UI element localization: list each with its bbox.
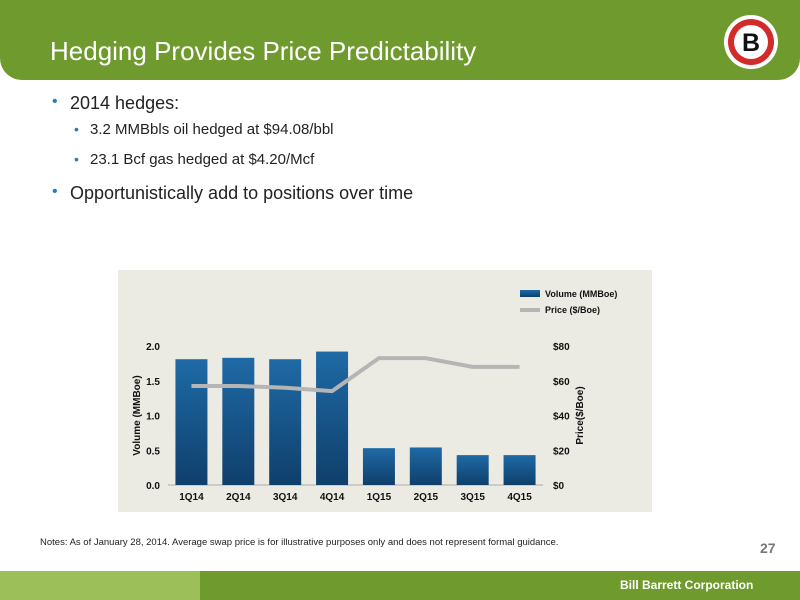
- bullet-text: 2014 hedges:: [70, 93, 180, 113]
- x-tick-label: 2Q14: [226, 492, 251, 503]
- page-number: 27: [760, 540, 776, 556]
- x-tick-label: 4Q14: [320, 492, 345, 503]
- y-tick-label: 2.0: [146, 342, 160, 353]
- x-tick-label: 3Q14: [273, 492, 298, 503]
- y2-tick-label: $20: [553, 446, 570, 457]
- y2-tick-label: $80: [553, 342, 570, 353]
- slide-title: Hedging Provides Price Predictability: [50, 36, 477, 66]
- bullet-add-positions: • Opportunistically add to positions ove…: [52, 183, 414, 204]
- volume-bar: [456, 455, 489, 485]
- legend-price-label: Price ($/Boe): [545, 305, 600, 315]
- bullet-text: 23.1 Bcf gas hedged at $4.20/Mcf: [90, 151, 315, 168]
- footer-band: [200, 571, 800, 600]
- logo-letter: B: [742, 29, 760, 57]
- x-tick-label: 3Q15: [460, 492, 485, 503]
- y2-tick-label: $60: [553, 377, 570, 388]
- bullet-gas-hedge: • 23.1 Bcf gas hedged at $4.20/Mcf: [74, 151, 315, 168]
- company-logo: B: [724, 15, 778, 69]
- price-line: [191, 356, 520, 394]
- bullet-text: 3.2 MMBbls oil hedged at $94.08/bbl: [90, 121, 334, 138]
- y-tick-label: 1.5: [146, 377, 160, 388]
- y-tick-label: 0.0: [146, 481, 160, 492]
- legend-volume-swatch: [520, 290, 540, 297]
- footer-brand: Bill Barrett Corporation: [620, 578, 754, 592]
- footer-accent: [0, 571, 200, 600]
- header-band: Hedging Provides Price Predictability B: [0, 0, 800, 80]
- y2-tick-label: $40: [553, 412, 570, 423]
- volume-bar: [222, 357, 255, 485]
- bullet-oil-hedge: • 3.2 MMBbls oil hedged at $94.08/bbl: [74, 121, 334, 138]
- chart-notes: Notes: As of January 28, 2014. Average s…: [40, 537, 559, 548]
- x-tick-label: 2Q15: [414, 492, 439, 503]
- x-tick-label: 1Q14: [179, 492, 204, 503]
- y2-axis-label: Price($/Boe): [575, 386, 586, 444]
- legend-volume-label: Volume (MMBoe): [545, 289, 617, 299]
- x-tick-label: 4Q15: [507, 492, 532, 503]
- volume-bar: [362, 448, 395, 485]
- chart-panel: 0.0 0.5 1.0 1.5 2.0 $0 $20 $40 $60 $80 Volume (MMB…: [118, 270, 652, 512]
- bullet-marker: •: [52, 93, 58, 110]
- y-axis-label: Volume (MMBoe): [132, 375, 143, 455]
- volume-bar: [316, 351, 349, 485]
- bullet-2014-hedges: • 2014 hedges:: [52, 93, 180, 114]
- volume-bar: [175, 359, 208, 485]
- y2-tick-label: $0: [553, 481, 565, 492]
- bullet-text: Opportunistically add to positions over …: [70, 183, 414, 203]
- volume-bar: [503, 455, 536, 485]
- bullet-marker: •: [74, 151, 79, 167]
- volume-bar: [269, 359, 302, 485]
- y-tick-label: 0.5: [146, 446, 160, 457]
- bullet-marker: •: [52, 183, 58, 200]
- x-tick-label: 1Q15: [367, 492, 392, 503]
- y-tick-label: 1.0: [146, 412, 160, 423]
- volume-bar: [409, 447, 442, 485]
- bullet-marker: •: [74, 121, 79, 137]
- hedge-chart: 0.0 0.5 1.0 1.5 2.0 $0 $20 $40 $60 $80 Volume (MMB…: [132, 289, 617, 503]
